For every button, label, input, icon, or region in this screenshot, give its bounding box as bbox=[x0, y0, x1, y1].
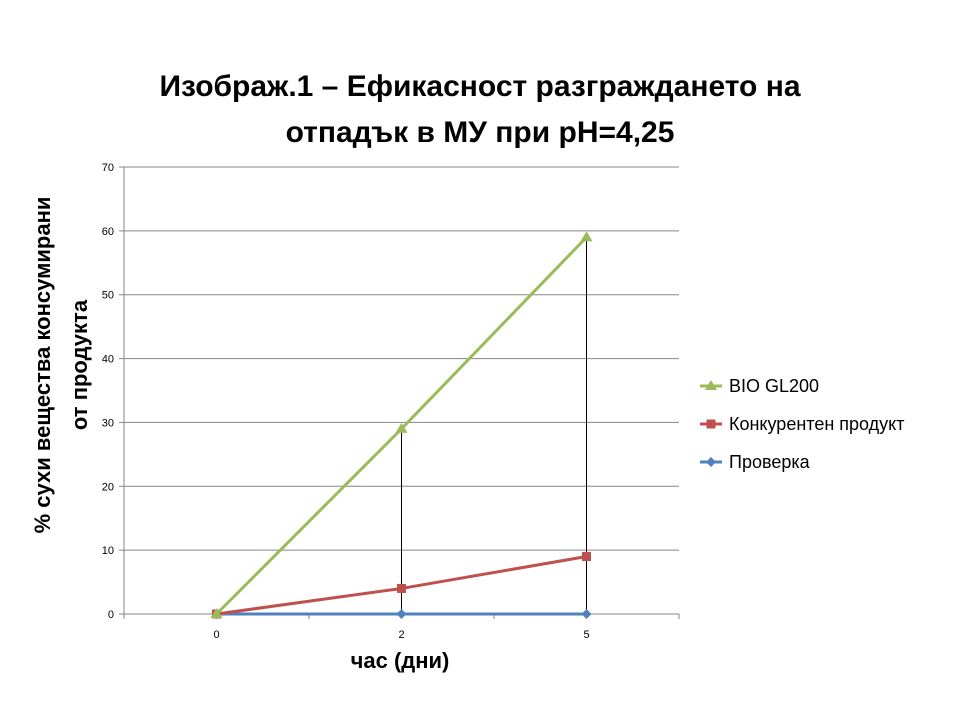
y-tick-label: 70 bbox=[102, 162, 114, 174]
legend-item: Конкурентен продукт bbox=[700, 414, 904, 434]
data-point bbox=[396, 609, 407, 619]
legend-marker bbox=[706, 457, 716, 467]
y-tick-label: 10 bbox=[102, 545, 114, 557]
data-point bbox=[581, 609, 592, 619]
series-проверка bbox=[211, 609, 592, 619]
y-axis-title: % сухи вещества консумирани от продукта bbox=[30, 197, 92, 534]
x-axis-title: час (дни) bbox=[351, 648, 450, 673]
data-point bbox=[582, 552, 591, 562]
x-tick-label: 0 bbox=[213, 629, 219, 641]
y-axis-ticks: 0 10 20 30 40 50 60 70 bbox=[102, 162, 124, 621]
y-tick-label: 40 bbox=[102, 354, 114, 366]
legend-label: Проверка bbox=[729, 452, 811, 472]
legend-item: Проверка bbox=[700, 452, 811, 472]
series-group bbox=[210, 231, 593, 619]
legend-marker bbox=[705, 380, 717, 390]
data-point bbox=[395, 422, 408, 433]
gridlines bbox=[123, 166, 679, 615]
y-axis-title-line-2: от продукта bbox=[67, 299, 92, 430]
legend-item: BIO GL200 bbox=[700, 376, 819, 396]
chart-title-line-1: Изображ.1 – Ефикасност разграждането на bbox=[159, 70, 800, 103]
x-tick-label: 5 bbox=[583, 629, 589, 641]
legend-label: Конкурентен продукт bbox=[729, 414, 904, 434]
y-tick-label: 0 bbox=[108, 609, 114, 621]
data-point bbox=[580, 231, 593, 242]
y-axis-title-line-1: % сухи вещества консумирани bbox=[30, 197, 55, 534]
data-point bbox=[397, 583, 406, 593]
y-tick-label: 60 bbox=[102, 226, 114, 238]
y-tick-label: 30 bbox=[102, 417, 114, 429]
legend-label: BIO GL200 bbox=[729, 376, 819, 396]
y-tick-label: 50 bbox=[102, 290, 114, 302]
drop-lines bbox=[401, 237, 587, 614]
data-point bbox=[210, 608, 223, 618]
chart-title-line-2: отпадък в МУ при pH=4,25 bbox=[286, 116, 675, 149]
legend-marker bbox=[706, 419, 716, 429]
y-tick-label: 20 bbox=[102, 481, 114, 493]
legend: BIO GL200 Конкурентен продукт Проверка bbox=[700, 376, 904, 472]
x-tick-label: 2 bbox=[398, 629, 404, 641]
series-bio-gl200 bbox=[210, 231, 593, 618]
